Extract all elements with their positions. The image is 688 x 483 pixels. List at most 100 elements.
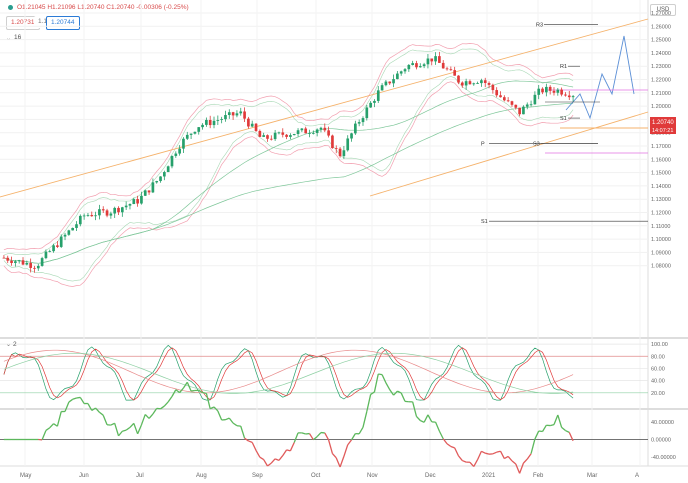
momentum-segment [454,447,460,457]
grid [0,0,648,466]
candle-body [151,182,155,193]
price-tick-label: 1.24000 [651,51,671,57]
candle-body [518,107,521,115]
candle-body [480,80,483,84]
envelope-upper [3,48,574,256]
candle-body [48,251,52,252]
candle-body [147,190,151,193]
main-overlays [0,18,649,287]
candle-body [502,97,506,101]
momentum-segment [122,429,127,432]
momentum-segment [492,451,497,455]
candle-body [552,90,556,93]
momentum-segment [316,432,322,438]
momentum-segment [308,433,314,441]
momentum-segment [293,432,299,443]
price-tick-label: 1.14000 [651,184,671,190]
candle-body [560,89,563,95]
stoch-k-line [3,344,574,401]
candle-body [468,81,472,85]
candle-body [388,81,392,84]
stoch-axis-label: 20.00 [651,391,665,397]
momentum-segment [393,390,398,396]
channel-line-lower [369,111,649,197]
momentum-segment [79,397,85,404]
momentum-segment [350,433,356,441]
momentum-segment [56,411,62,427]
candle-body [315,129,319,133]
candle-body [476,83,479,84]
candle-body [86,215,90,216]
candle-body [319,127,323,130]
candle-body [525,104,529,107]
stoch-axis-label: 60.00 [651,366,665,372]
collapse-chevron-icon[interactable]: ⌄ [6,36,12,42]
momentum-segment [152,408,158,415]
candle-body [14,261,17,263]
momentum-segment [485,452,490,455]
candle-body [143,190,147,196]
current-price-label: 1.20740 [652,120,674,126]
momentum-segment [504,455,509,460]
momentum-segment [519,462,525,474]
currency-selector[interactable]: USD [650,4,676,16]
momentum-segment [125,426,131,431]
momentum-segment [205,393,211,409]
momentum-segment [274,458,280,461]
pivot-label: S1 [560,116,567,122]
momentum-segment [370,391,375,395]
candle-body [243,111,246,119]
momentum-segment [541,424,547,432]
candle-body [36,265,40,269]
candle-body [136,199,139,204]
candle-body [132,199,136,205]
momentum-segment [228,417,234,424]
candle-body [277,132,281,134]
candle-body [269,138,273,140]
candle-body [445,68,449,70]
candle-body [392,79,395,84]
momentum-segment [446,443,452,448]
momentum-segment [400,392,406,402]
momentum-segment [248,440,253,443]
candle-body [357,122,361,124]
momentum-segment [511,460,517,465]
indicator-count[interactable]: 16 [14,34,22,41]
price-tick-label: 1.25000 [651,38,671,44]
momentum-segment [244,437,249,442]
momentum-segment [118,430,123,437]
candle-body [120,207,124,213]
candle-body [21,260,25,265]
momentum-segment [263,459,269,467]
momentum-segment [64,401,70,412]
price-tick-label: 1.12000 [651,211,671,217]
momentum-segment [522,458,528,464]
momentum-segment [171,389,177,397]
momentum-segment [427,414,433,423]
momentum-segment [99,411,104,416]
candle-body [495,90,499,96]
candle-body [59,236,63,247]
candle-body [266,135,269,139]
candle-body [90,215,94,217]
candle-body [273,132,277,140]
momentum-segment [102,414,108,426]
candle-body [342,150,346,157]
momentum-segment [362,411,368,428]
candle-body [510,101,514,105]
stoch-collapse-icon[interactable]: ⌄ [6,342,11,348]
momentum-segment [331,453,337,459]
candle-body [545,86,548,93]
candle-body [308,133,311,134]
candles [2,51,575,273]
candle-body [487,82,491,85]
momentum-segment [53,423,58,427]
time-tick-label: Jun [79,473,89,479]
bollinger-lower [3,81,574,287]
momentum-segment [469,461,475,468]
pivot-label: S3 [533,141,540,147]
candle-body [78,215,82,225]
channel-line-upper [0,18,649,198]
candle-body [399,71,403,74]
